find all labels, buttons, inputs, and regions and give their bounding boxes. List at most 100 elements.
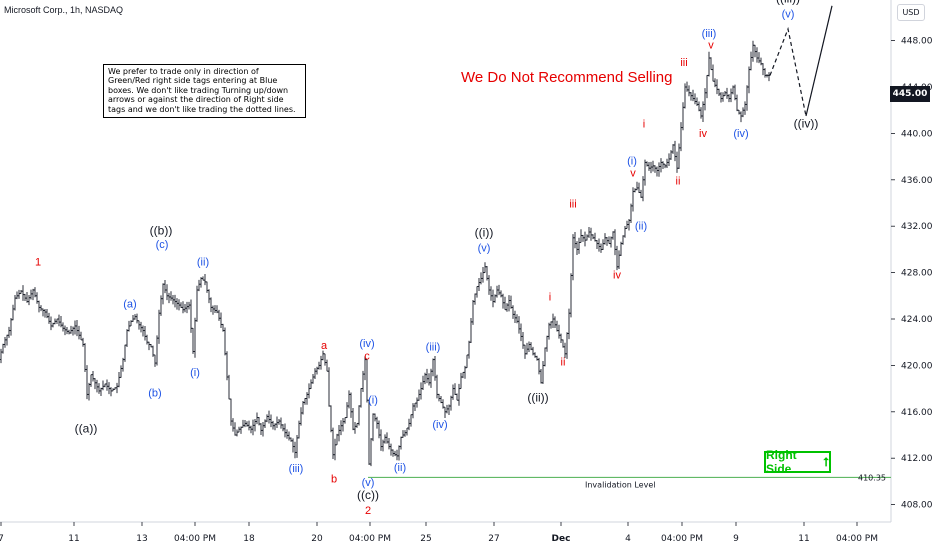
ohlc-bar [693, 93, 697, 105]
y-tick-label: 428.00 [901, 269, 932, 279]
ohlc-bar [435, 374, 439, 399]
invalidation-label: Invalidation Level [585, 480, 655, 489]
ohlc-bar [553, 316, 557, 328]
ohlc-bar [353, 421, 357, 434]
ohlc-bar [665, 158, 669, 169]
ohlc-bar [23, 293, 27, 301]
ohlc-bar [577, 237, 581, 254]
ohlc-bar [551, 313, 555, 328]
ohlc-bar [723, 91, 727, 97]
wave-label: (v) [782, 8, 795, 20]
ohlc-bar [175, 298, 179, 310]
wave-label: (iii) [702, 28, 717, 40]
ohlc-bar [17, 289, 21, 299]
ohlc-bar [63, 325, 67, 336]
wave-label: (iv) [733, 128, 748, 140]
projection-solid-line [805, 5, 833, 117]
ohlc-bar [327, 367, 331, 407]
wave-label: (ii) [197, 257, 209, 269]
wave-label: (ii) [394, 462, 406, 474]
ohlc-bar [135, 313, 139, 324]
ohlc-bar [381, 439, 385, 452]
ohlc-bar [677, 143, 681, 170]
ohlc-bar [525, 342, 529, 355]
ohlc-bar [227, 374, 231, 400]
ohlc-bar [569, 273, 573, 318]
ohlc-bar [421, 375, 425, 391]
ohlc-bar [349, 392, 353, 418]
wave-label: (b) [148, 388, 161, 400]
ohlc-bar [499, 290, 503, 298]
ohlc-bar [213, 305, 217, 314]
ohlc-bar [427, 373, 431, 386]
ohlc-bar [27, 295, 31, 306]
wave-label: 1 [35, 257, 41, 269]
ohlc-bar [93, 378, 97, 390]
ohlc-bar [539, 369, 543, 384]
ohlc-bar [681, 102, 685, 131]
ohlc-bar [77, 325, 81, 340]
ohlc-bar [329, 405, 333, 433]
ohlc-bar [197, 279, 201, 292]
wave-label: i [549, 291, 551, 303]
ohlc-bar [637, 182, 641, 194]
ohlc-bar [671, 144, 675, 154]
wave-label: ((iv)) [794, 117, 819, 131]
wave-label: i [643, 119, 645, 131]
ohlc-bar [477, 277, 481, 291]
ohlc-bar [643, 159, 647, 186]
ohlc-bar [95, 379, 99, 393]
ohlc-bar [89, 374, 93, 387]
ohlc-bar [545, 335, 549, 352]
ohlc-bar [147, 341, 151, 351]
ohlc-bar [3, 337, 7, 348]
wave-label: ((c)) [357, 488, 379, 502]
ohlc-bar [47, 312, 51, 324]
ohlc-bar [653, 165, 657, 173]
ohlc-bar [589, 227, 593, 241]
ohlc-bar [79, 331, 83, 341]
ohlc-bar [639, 189, 643, 198]
ohlc-bar [513, 310, 517, 324]
currency-selector[interactable]: USD [897, 4, 925, 21]
ohlc-bar [475, 286, 479, 298]
ohlc-bar [119, 365, 123, 378]
ohlc-bar [337, 424, 341, 442]
ohlc-bar [21, 285, 25, 301]
ohlc-bar [749, 51, 753, 71]
ohlc-bar [417, 389, 421, 401]
up-arrow-icon: ⭡ [823, 454, 829, 469]
x-tick-label: 11 [68, 534, 79, 544]
ohlc-bar [339, 420, 343, 436]
ohlc-bar [603, 233, 607, 245]
ohlc-bar [453, 383, 457, 395]
ohlc-bar [707, 51, 711, 77]
ohlc-bar [229, 398, 233, 426]
ohlc-bar [377, 420, 381, 439]
wave-label: (ii) [635, 221, 647, 233]
y-tick-label: 440.00 [901, 129, 932, 139]
ohlc-bar [505, 303, 509, 312]
ohlc-bar [763, 68, 767, 78]
ohlc-bar [5, 334, 9, 346]
ohlc-bar [407, 418, 411, 431]
ohlc-bar [393, 450, 397, 457]
ohlc-bar [233, 422, 237, 436]
ohlc-bar [259, 423, 263, 435]
ohlc-bar [125, 329, 129, 347]
ohlc-bar [599, 243, 603, 253]
ohlc-bar [753, 44, 757, 58]
wave-label: iii [569, 199, 576, 211]
ohlc-bar [267, 410, 271, 424]
ohlc-bar [375, 416, 379, 429]
ohlc-bar [583, 231, 587, 247]
ohlc-bar [631, 187, 635, 212]
ohlc-bar [309, 379, 313, 390]
wave-label: (v) [362, 477, 375, 489]
ohlc-bar [109, 387, 113, 397]
ohlc-bar [379, 429, 383, 451]
ohlc-bar [415, 397, 419, 408]
ohlc-bar [281, 424, 285, 432]
ohlc-bar [277, 418, 281, 425]
